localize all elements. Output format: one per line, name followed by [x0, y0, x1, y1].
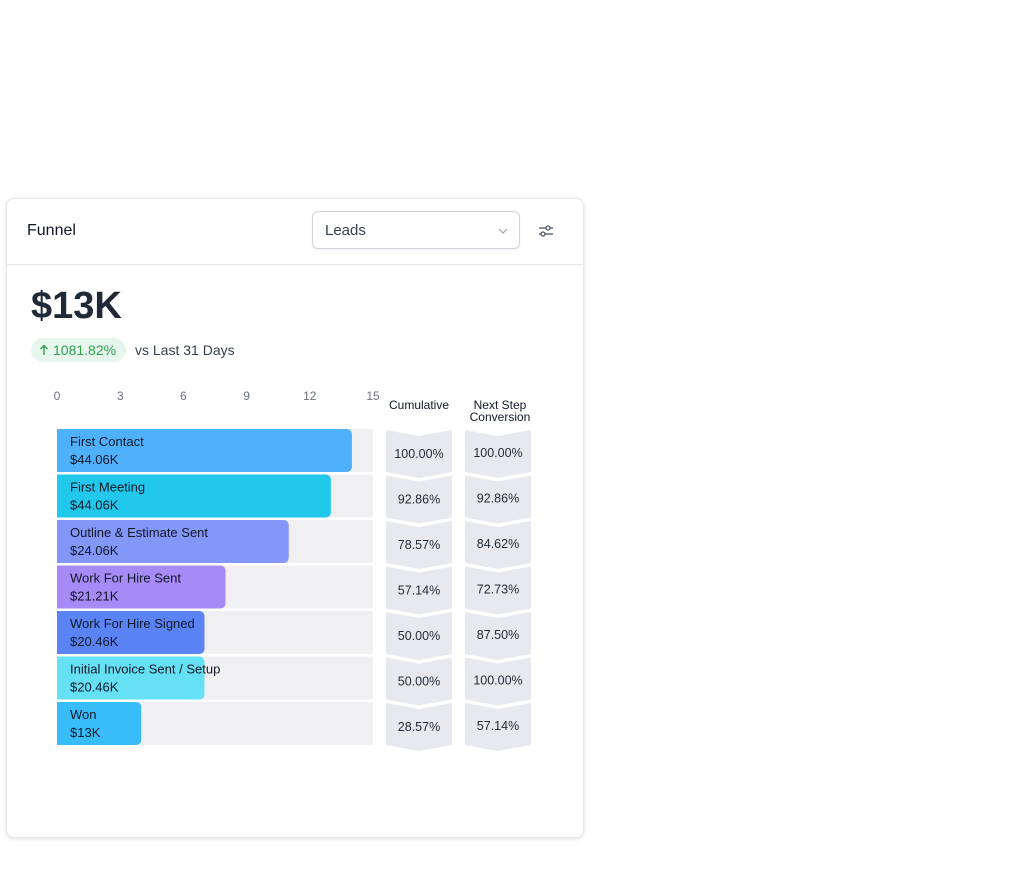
metric-select[interactable]: Leads — [312, 211, 520, 249]
cumulative-value: 78.57% — [398, 538, 440, 552]
cumulative-chevron — [386, 612, 452, 660]
stage-amount: $13K — [70, 725, 101, 740]
x-tick-label: 12 — [303, 389, 317, 403]
total-value: $13K — [31, 285, 122, 327]
next-step-value: 100.00% — [473, 446, 522, 460]
stage-name: First Contact — [70, 434, 144, 449]
cumulative-chevron — [386, 475, 452, 524]
x-tick-label: 15 — [366, 389, 380, 403]
cumulative-chevron — [386, 521, 452, 569]
stage-name: Outline & Estimate Sent — [70, 525, 208, 540]
funnel-bar-edge — [57, 702, 63, 745]
cumulative-value: 57.14% — [398, 584, 440, 598]
stage-amount: $20.46K — [70, 680, 119, 695]
stage-name: Initial Invoice Sent / Setup — [70, 662, 220, 677]
funnel-bar — [57, 656, 205, 700]
next-step-chevron — [465, 430, 531, 478]
funnel-chart: 0 3 6 9 12 15 Cumulative Next Step Conversion Fir… — [54, 389, 531, 751]
next-step-chevron — [465, 612, 531, 660]
next-step-chevron — [465, 703, 531, 751]
change-badge: 1081.82% — [31, 338, 127, 362]
x-tick-label: 3 — [117, 389, 124, 403]
stage-name: Work For Hire Sent — [70, 571, 181, 586]
next-step-chevron — [465, 566, 531, 615]
funnel-bar — [57, 429, 352, 472]
stage-name: Won — [70, 707, 97, 722]
funnel-bar — [57, 702, 142, 745]
next-step-value: 100.00% — [473, 674, 522, 688]
column-header-next-step: Next Step Conversion — [470, 398, 531, 424]
funnel-bar — [57, 520, 289, 563]
cumulative-chevron — [386, 703, 452, 751]
funnel-bar — [57, 611, 205, 654]
change-percent: 1081.82% — [53, 342, 117, 358]
cumulative-value: 28.57% — [398, 720, 440, 734]
next-step-value: 92.86% — [477, 492, 519, 506]
next-step-value: 87.50% — [477, 628, 519, 642]
filter-settings-icon[interactable] — [537, 222, 555, 240]
cumulative-value: 92.86% — [398, 493, 440, 507]
stage-amount: $44.06K — [70, 452, 119, 467]
compare-text: vs Last 31 Days — [135, 342, 235, 358]
stage-amount: $24.06K — [70, 543, 119, 558]
metric-select-value: Leads — [325, 222, 366, 239]
card-title: Funnel — [27, 222, 76, 239]
next-step-value: 84.62% — [477, 537, 519, 551]
funnel-bar-edge — [57, 611, 63, 654]
funnel-card: Funnel Leads $13K 1081.82% vs Last 31 Da… — [6, 198, 584, 838]
cumulative-chevron — [386, 657, 452, 706]
funnel-bar-edge — [57, 474, 63, 518]
arrow-up-icon — [40, 344, 48, 355]
next-step-value: 72.73% — [477, 583, 519, 597]
stage-amount: $20.46K — [70, 634, 119, 649]
x-tick-label: 9 — [243, 389, 250, 403]
stage-name: Work For Hire Signed — [70, 616, 195, 631]
next-step-chevron — [465, 657, 531, 706]
stage-amount: $44.06K — [70, 498, 119, 513]
card-header: Funnel Leads — [7, 199, 583, 265]
funnel-bar — [57, 474, 331, 518]
next-step-value: 57.14% — [477, 719, 519, 733]
column-header-cumulative: Cumulative — [389, 398, 449, 412]
cumulative-chevron — [386, 566, 452, 615]
cumulative-value: 50.00% — [398, 629, 440, 643]
chevron-down-icon — [498, 228, 508, 234]
stage-name: First Meeting — [70, 480, 145, 495]
x-tick-label: 6 — [180, 389, 187, 403]
x-tick-label: 0 — [54, 389, 61, 403]
stage-amount: $21.21K — [70, 589, 119, 604]
cumulative-value: 50.00% — [398, 675, 440, 689]
next-step-chevron — [465, 521, 531, 569]
funnel-bar-edge — [57, 565, 63, 609]
funnel-bar-edge — [57, 520, 63, 563]
funnel-bar-edge — [57, 429, 63, 472]
funnel-bar-edge — [57, 656, 63, 700]
cumulative-chevron — [386, 430, 452, 478]
next-step-chevron — [465, 475, 531, 524]
cumulative-value: 100.00% — [394, 447, 443, 461]
funnel-bar — [57, 565, 226, 609]
